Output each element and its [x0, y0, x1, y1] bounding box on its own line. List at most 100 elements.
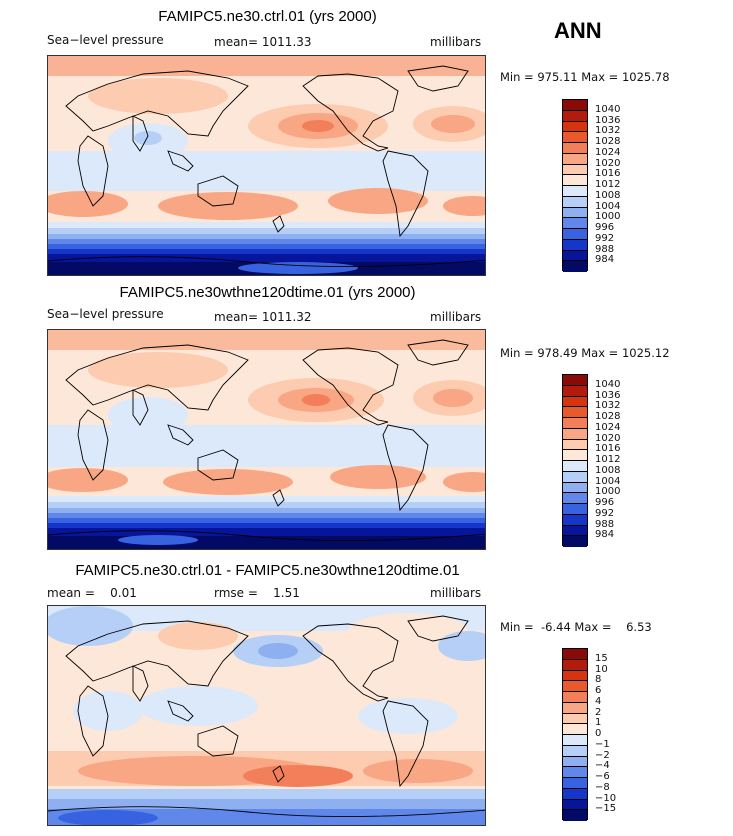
panel1-mean-label: mean= 1011.33 — [214, 35, 312, 49]
panel1-colorbar-swatch — [563, 121, 587, 133]
panel2-colorbar-swatch — [563, 439, 587, 451]
panel3-tick: 8 — [595, 674, 602, 686]
panel2-tick: 988 — [595, 518, 615, 530]
panel3-colorbar-swatch — [563, 735, 587, 746]
panel1-tick: 1012 — [595, 179, 621, 190]
panel2-colorbar-swatch — [563, 514, 587, 526]
panel2-map — [47, 329, 486, 550]
panel1-colorbar-swatch — [563, 153, 587, 165]
panel1-colorbar — [562, 99, 588, 272]
panel1-units-label: millibars — [430, 35, 482, 49]
season-label: ANN — [554, 18, 602, 43]
panel2-colorbar-swatch — [563, 482, 587, 494]
panel1-colorbar-swatch — [563, 175, 587, 186]
panel1-field-label: Sea−level pressure — [47, 33, 164, 47]
panel2-colorbar-swatch — [563, 471, 587, 483]
panel3-tick: 10 — [595, 663, 608, 675]
panel2-tick: 984 — [595, 529, 615, 541]
panel2-colorbar-swatch — [563, 525, 587, 537]
panel3-colorbar-swatch — [563, 659, 587, 671]
panel2-colorbar-swatch — [563, 536, 587, 547]
panel2-minmax: Min = 978.49 Max = 1025.12 — [500, 346, 670, 360]
panel3-title: FAMIPC5.ne30.ctrl.01 - FAMIPC5.ne30wthne… — [75, 562, 460, 579]
panel2-colorbar-swatch — [563, 375, 587, 386]
panel2-colorbar-swatch — [563, 407, 587, 418]
panel1-colorbar-swatch — [563, 110, 587, 122]
panel3-colorbar-swatch — [563, 799, 587, 811]
panel1-colorbar-swatch — [563, 239, 587, 251]
panel2-tick: 1032 — [595, 400, 621, 412]
panel3-colorbar-swatch — [563, 778, 587, 789]
panel3-colorbar-swatch — [563, 745, 587, 757]
panel3-colorbar-swatch — [563, 681, 587, 692]
panel1-tick: 1020 — [595, 157, 621, 169]
panel1-map — [47, 55, 486, 276]
panel2-mean-label: mean= 1011.32 — [214, 310, 312, 324]
panel1-tick: 1040 — [595, 103, 621, 115]
panel2-tick: 1008 — [595, 464, 621, 476]
panel1-colorbar-swatch — [563, 207, 587, 219]
panel2-tick: 1036 — [595, 389, 621, 401]
panel3-colorbar-swatch — [563, 670, 587, 682]
panel1-tick: 984 — [595, 254, 615, 266]
panel3-tick: −15 — [595, 803, 617, 815]
panel3-tick: −4 — [595, 760, 610, 772]
panel1-colorbar-swatch — [563, 229, 587, 240]
panel3-colorbar-swatch — [563, 702, 587, 714]
panel1-colorbar-swatch — [563, 218, 587, 229]
panel2-tick: 1024 — [595, 421, 621, 433]
panel1-tick: 1008 — [595, 189, 621, 201]
panel2-title: FAMIPC5.ne30wthne120dtime.01 (yrs 2000) — [119, 284, 416, 301]
panel3-colorbar-swatch — [563, 692, 587, 703]
panel3-tick: 15 — [595, 652, 608, 664]
panel1-colorbar-swatch — [563, 132, 587, 143]
panel2-tick: 996 — [595, 497, 615, 508]
panel2-tick: 1040 — [595, 378, 621, 390]
panel1-tick: 992 — [595, 232, 615, 244]
panel3-tick: −2 — [595, 749, 610, 761]
panel1-tick: 1032 — [595, 125, 621, 137]
panel3-tick: 0 — [595, 728, 602, 739]
panel3-tick: 1 — [595, 717, 602, 729]
panel1-colorbar-swatch — [563, 164, 587, 176]
panel1-colorbar-swatch — [563, 143, 587, 154]
panel3-colorbar-swatch — [563, 756, 587, 768]
panel1-title: FAMIPC5.ne30.ctrl.01 (yrs 2000) — [158, 8, 377, 25]
panel3-tick: 4 — [595, 695, 602, 707]
panel1-tick: 1036 — [595, 114, 621, 126]
panel2-units-label: millibars — [430, 310, 482, 324]
panel3-tick: 6 — [595, 685, 602, 696]
panel2-tick: 1016 — [595, 443, 621, 455]
panel3-tick: −8 — [595, 781, 610, 793]
panel3-mean-label: mean = 0.01 — [47, 586, 137, 600]
panel1-tick: 1000 — [595, 211, 621, 223]
panel3-tick: −1 — [595, 738, 610, 750]
panel3-colorbar-swatch — [563, 713, 587, 725]
panel3-units-label: millibars — [430, 586, 482, 600]
panel2-colorbar-swatch — [563, 504, 587, 515]
panel2-colorbar-swatch — [563, 396, 587, 408]
panel1-minmax: Min = 975.11 Max = 1025.78 — [500, 70, 670, 84]
panel3-rmse-label: rmse = 1.51 — [214, 586, 300, 600]
panel3-tick: −6 — [595, 771, 610, 782]
panel2-colorbar-swatch — [563, 428, 587, 440]
panel2-tick: 1020 — [595, 432, 621, 444]
panel1-colorbar-swatch — [563, 196, 587, 208]
panel3-map — [47, 605, 486, 826]
panel3-minmax: Min = -6.44 Max = 6.53 — [500, 620, 652, 634]
panel1-tick: 1028 — [595, 136, 621, 147]
panel1-tick: 996 — [595, 222, 615, 233]
panel2-tick: 1012 — [595, 454, 621, 465]
panel1-colorbar-swatch — [563, 261, 587, 272]
panel1-colorbar-swatch — [563, 250, 587, 262]
panel3-colorbar — [562, 648, 588, 821]
panel1-tick: 1016 — [595, 168, 621, 180]
panel2-tick: 1004 — [595, 475, 621, 487]
panel3-colorbar-swatch — [563, 724, 587, 735]
panel3-tick: 2 — [595, 706, 602, 718]
panel3-colorbar-swatch — [563, 810, 587, 821]
panel3-tick: −10 — [595, 792, 617, 804]
panel2-colorbar-swatch — [563, 385, 587, 397]
panel2-colorbar-swatch — [563, 461, 587, 472]
panel3-colorbar-swatch — [563, 788, 587, 800]
